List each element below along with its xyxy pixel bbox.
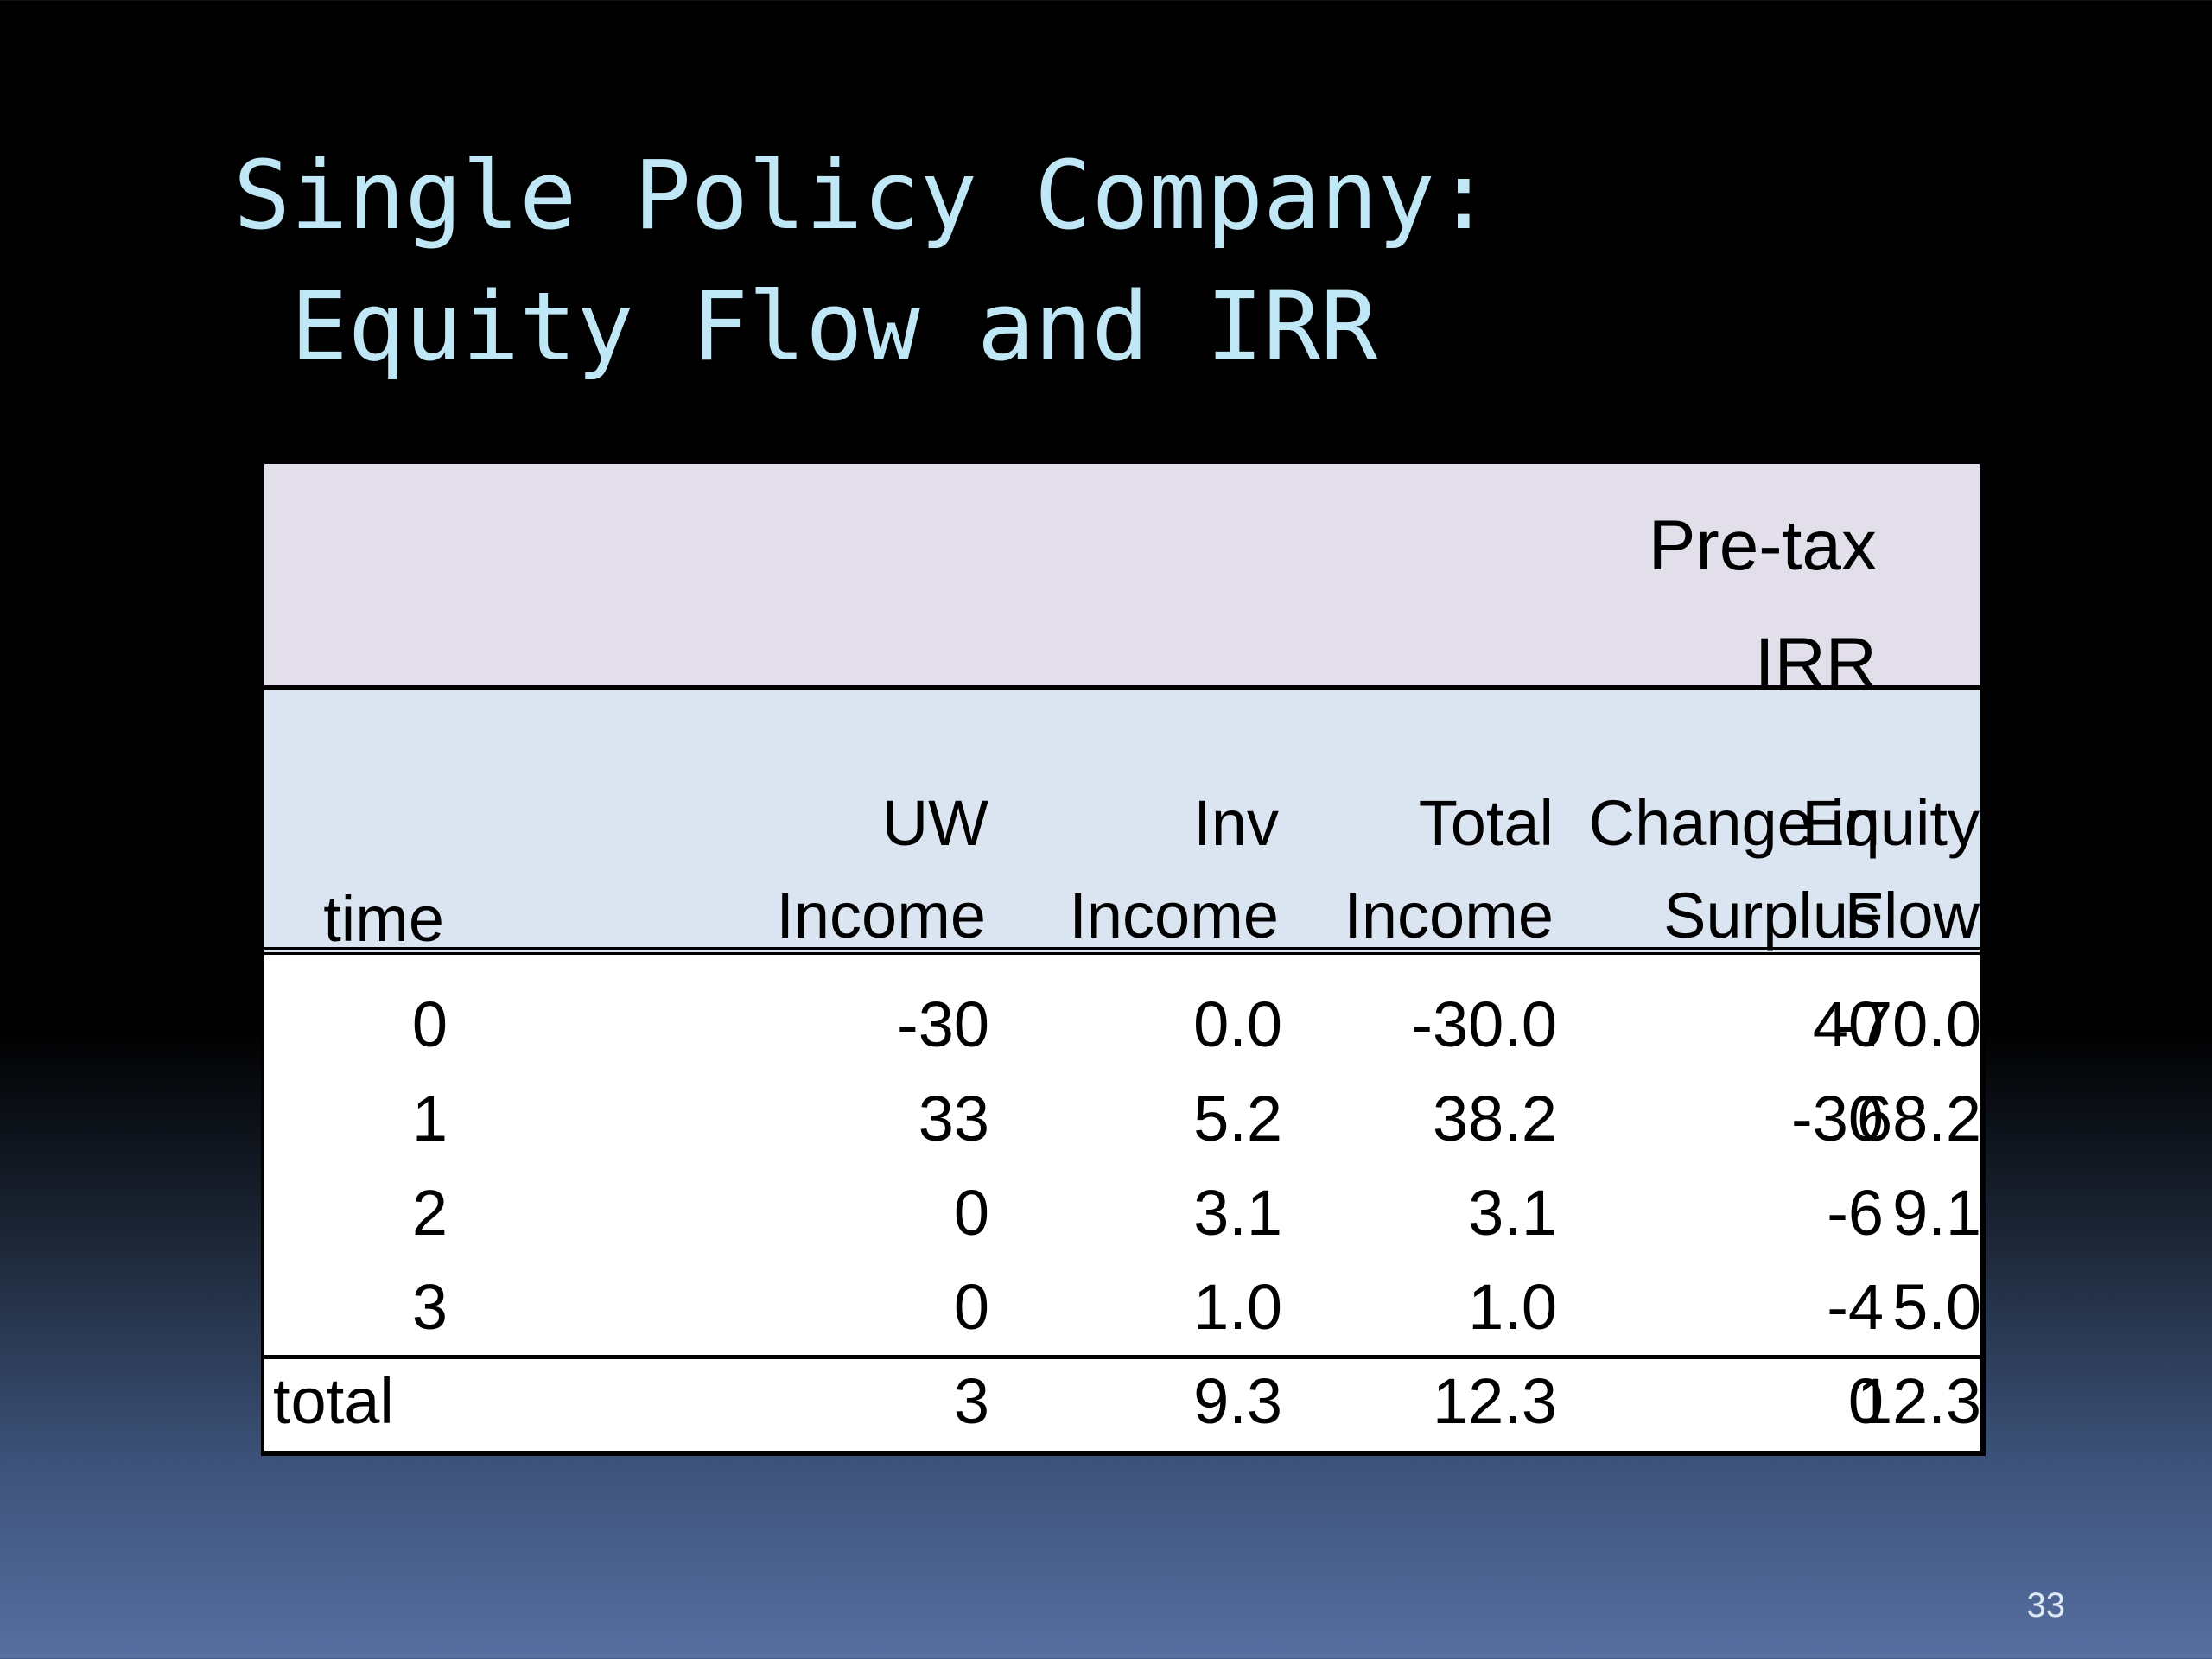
cell-total-income: 38.2 [1432,1083,1557,1154]
cell-uw-income: 33 [918,1083,989,1154]
cell-inv-income: 3.1 [1193,1177,1282,1249]
cell-total-label: total [273,1365,394,1437]
cell-uw-income: -30 [897,988,989,1060]
cell-time: 2 [411,1177,448,1249]
column-header-band [264,690,1980,955]
cell-uw-income: 0 [953,1271,989,1343]
cell-change-surplus: -30 [1791,1083,1884,1154]
slide-number: 33 [2026,1586,2066,1624]
header-total-line1: Total [1418,787,1554,859]
cell-inv-income: 1.0 [1193,1271,1282,1343]
header-change-line1: Change in [1588,787,1880,859]
cell-total-income-total: 12.3 [1432,1365,1557,1437]
cell-time: 3 [411,1271,448,1343]
cell-change-surplus-total: 0 [1847,1365,1884,1437]
irr-label-pretax: Pre-tax [1648,506,1877,585]
total-divider [264,1355,1980,1359]
cell-change-surplus: -6 [1827,1177,1884,1249]
header-uw-line2: Income [776,880,986,951]
cell-uw-income-total: 3 [953,1365,989,1437]
cell-uw-income: 0 [953,1177,989,1249]
cell-change-surplus: -4 [1827,1271,1884,1343]
header-inv-line1: Inv [1193,787,1279,859]
cell-total-income: 3.1 [1468,1177,1557,1249]
header-inv-line2: Income [1069,880,1279,951]
slide-title: Single Policy Company: Equity Flow and I… [233,130,1492,392]
cell-time: 1 [411,1083,448,1154]
cell-time: 0 [411,988,448,1060]
header-total-line2: Income [1344,880,1554,951]
header-time: time [323,883,444,955]
header-change-line2: Surplus [1663,880,1880,951]
cell-total-income: -30.0 [1411,988,1557,1060]
cell-change-surplus: 40 [1812,988,1884,1060]
irr-band [264,464,1980,690]
cell-inv-income-total: 9.3 [1193,1365,1282,1437]
equity-flow-table: Pre-tax IRR 14.2% UW Inv Total Change in… [261,464,2212,1456]
cell-total-income: 1.0 [1468,1271,1557,1343]
slide-title-line-2: Equity Flow and IRR [233,271,1378,382]
cell-inv-income: 0.0 [1193,988,1282,1060]
slide-title-line-1: Single Policy Company: [233,140,1492,251]
irr-label: IRR [1754,624,1877,702]
header-uw-line1: UW [881,787,988,859]
cell-inv-income: 5.2 [1193,1083,1282,1154]
